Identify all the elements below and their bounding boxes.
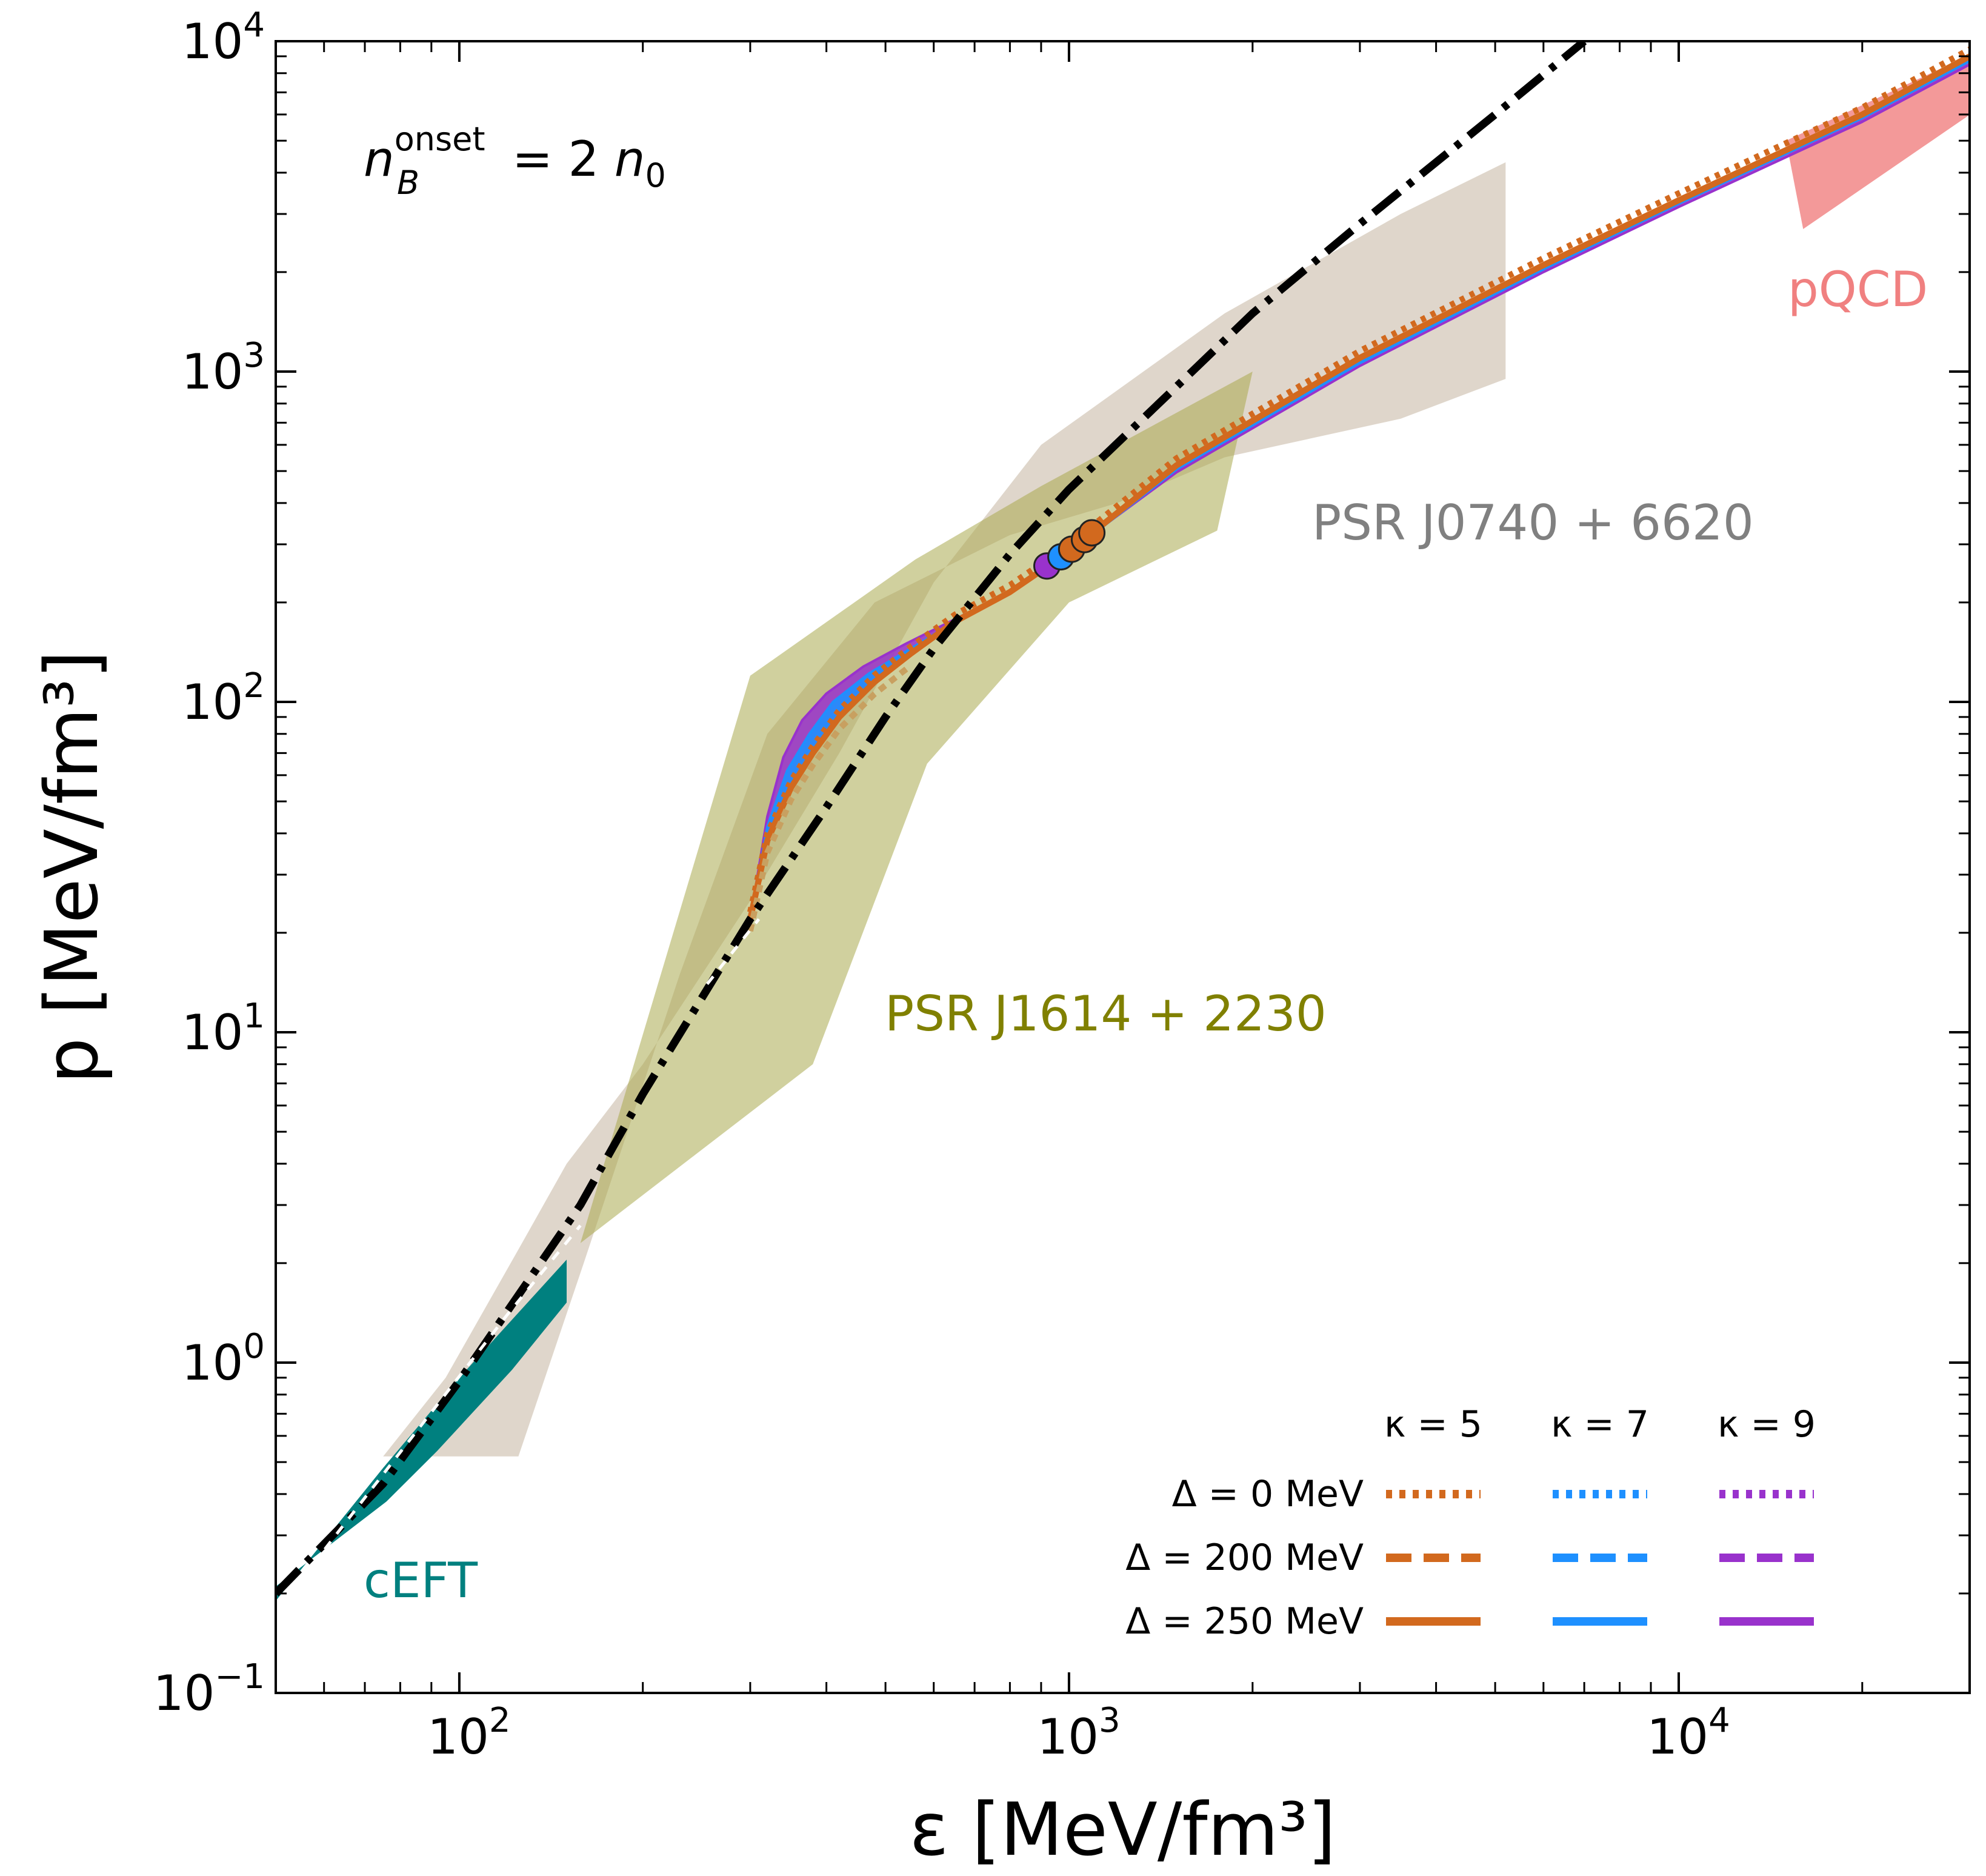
onset-sub: B	[397, 164, 419, 202]
tick-label-base: 10	[182, 1004, 244, 1061]
tick-label-base: 10	[427, 1709, 489, 1765]
tick-label-exp: 4	[243, 5, 265, 45]
y-tick-label: 103	[182, 336, 265, 400]
legend: κ = 5 κ = 7 κ = 9 Δ = 0 MeV Δ = 200 MeV Δ = 2…	[1125, 1403, 1816, 1643]
psr-j1614-region	[580, 372, 1253, 1243]
onset-rest: = 2	[512, 131, 615, 187]
legend-row-label: Δ = 250 MeV	[1125, 1600, 1364, 1643]
legend-column-label: κ = 5	[1384, 1403, 1482, 1446]
endpoint-marker	[1078, 519, 1106, 547]
tick-label-base: 10	[153, 1665, 215, 1721]
x-tick-label: 102	[427, 1701, 510, 1765]
tick-label-exp: 2	[489, 1701, 511, 1740]
y-tick-label: 102	[182, 666, 265, 730]
tick-label-exp: 3	[1099, 1701, 1121, 1740]
kappa-5-solid-line	[747, 53, 1970, 920]
psr-j0740-region	[383, 162, 1506, 1457]
y-tick-label: 104	[182, 5, 265, 70]
tick-label-base: 10	[1037, 1709, 1099, 1765]
tick-label-exp: 4	[1708, 1701, 1730, 1740]
y-tick-label: 100	[182, 1327, 265, 1391]
tick-label-base: 10	[1647, 1709, 1708, 1765]
nuclear-eos-line	[276, 41, 1587, 1597]
inner-white-dash	[299, 1224, 582, 1581]
labels: ε [MeV/fm³] p [MeV/fm³] PSR J0740 + 6620 PS…	[30, 120, 1928, 1872]
onset-n0: n	[615, 131, 645, 187]
legend-column-label: κ = 7	[1551, 1403, 1649, 1446]
plot-content	[276, 41, 1970, 1601]
x-axis-label: ε [MeV/fm³]	[910, 1788, 1336, 1872]
x-tick-label: 103	[1037, 1701, 1120, 1765]
y-axis-label: p [MeV/fm³]	[30, 650, 115, 1084]
tick-label-base: 10	[182, 674, 244, 730]
kappa-5-dotted-line	[747, 47, 1970, 913]
psr-j0740-label: PSR J0740 + 6620	[1312, 495, 1754, 551]
pqcd-label: pQCD	[1788, 261, 1928, 318]
onset-n: n	[364, 131, 395, 187]
inner-white-dash-upper	[705, 918, 761, 985]
legend-row-label: Δ = 200 MeV	[1125, 1537, 1364, 1579]
tick-label-exp: 0	[243, 1327, 265, 1366]
onset-n0-sub: 0	[645, 156, 666, 195]
tick-label-base: 10	[182, 344, 244, 400]
onset-label: nonset B = 2 n0	[364, 120, 666, 202]
x-tick-label: 104	[1647, 1701, 1730, 1765]
y-tick-label: 10−1	[153, 1657, 265, 1721]
tick-label-exp: 2	[243, 666, 265, 706]
tick-label-base: 10	[182, 13, 244, 70]
ceft-label: cEFT	[364, 1552, 478, 1609]
onset-sup: onset	[395, 120, 485, 158]
pqcd-region	[1786, 55, 1970, 229]
y-tick-label: 101	[182, 996, 265, 1061]
tick-label-exp: 3	[243, 336, 265, 375]
legend-column-label: κ = 9	[1718, 1403, 1816, 1446]
axes-frame	[275, 40, 1971, 1694]
tick-label-base: 10	[182, 1335, 244, 1391]
tick-label-exp: 1	[243, 996, 265, 1036]
legend-row-label: Δ = 0 MeV	[1172, 1473, 1364, 1515]
plot-area	[276, 41, 1970, 1601]
psr-j1614-label: PSR J1614 + 2230	[885, 986, 1327, 1042]
kappa-5-dashed-line	[747, 663, 913, 932]
tick-label-exp: −1	[215, 1657, 265, 1697]
